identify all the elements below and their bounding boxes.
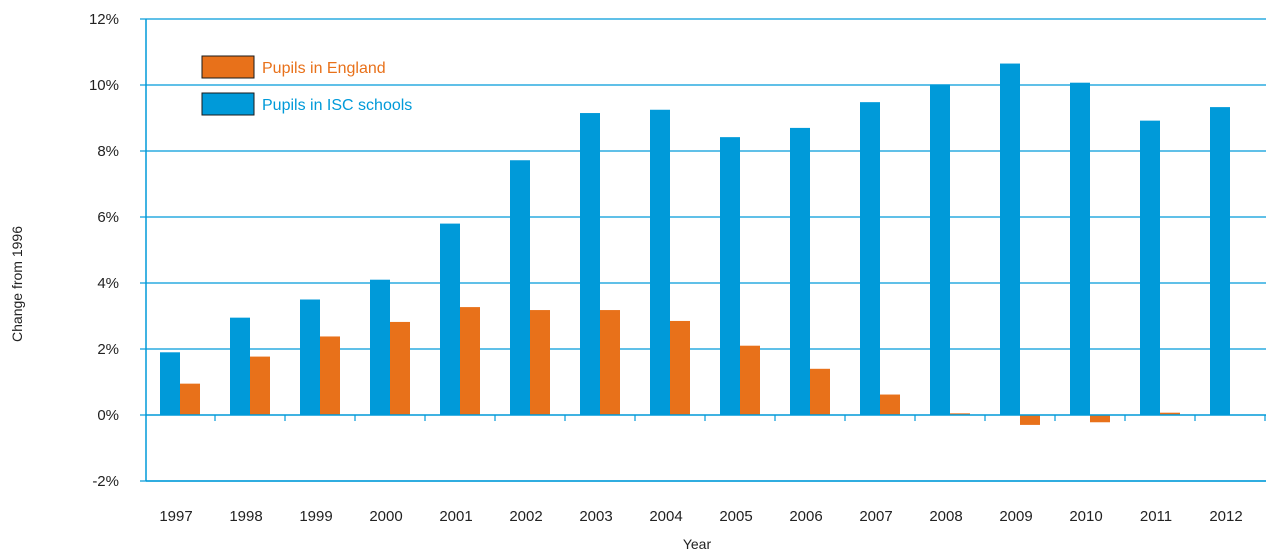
bar-pupils-in-england-2006 [810,368,830,415]
x-tick-label-2012: 2012 [1209,508,1242,525]
bar-pupils-in-england-1999 [320,336,340,415]
x-tick-label-2010: 2010 [1069,508,1102,525]
x-tick-label-2000: 2000 [369,508,402,525]
bar-pupils-in-england-1998 [250,356,270,415]
x-tick-label-2003: 2003 [579,508,612,525]
bar-pupils-in-england-2011 [1160,412,1180,415]
y-tick-labels: -2% 0% 2% 4% 6% 8% 10% 12% [89,11,146,490]
x-tick-label-2008: 2008 [929,508,962,525]
x-tick-label-2011: 2011 [1140,508,1172,525]
bar-pupils-in-isc-schools-2001 [440,223,460,415]
x-tick-label-2001: 2001 [439,508,472,525]
y-tick-label: -2% [92,473,119,490]
bar-pupils-in-isc-schools-1999 [300,299,320,415]
y-axis-title: Change from 1996 [9,226,25,342]
y-tick-label: 6% [97,209,119,226]
bar-pupils-in-isc-schools-2004 [650,109,670,415]
y-tick-label: 8% [97,143,119,160]
legend-label-pupils-in-isc-schools: Pupils in ISC schools [262,97,412,114]
bar-pupils-in-england-2009 [1020,415,1040,425]
bar-pupils-in-england-1997 [180,383,200,415]
bar-pupils-in-isc-schools-1997 [160,352,180,415]
legend: Pupils in England Pupils in ISC schools [201,55,412,116]
y-tick-label: 0% [97,407,119,424]
y-tick-label: 10% [89,77,119,94]
bar-pupils-in-isc-schools-2006 [790,127,810,416]
bar-pupils-in-england-2002 [530,310,550,415]
x-tick-label-2002: 2002 [509,508,542,525]
bar-pupils-in-isc-schools-2009 [1000,63,1020,416]
x-tick-label-2005: 2005 [719,508,752,525]
x-tick-label-2007: 2007 [859,508,892,525]
bar-pupils-in-isc-schools-2007 [860,102,880,415]
x-tick-labels: 1997 1998 1999 2000 2001 2002 2003 2004 2005 2006… [159,508,1242,525]
legend-swatch-pupils-in-england [201,55,255,79]
bar-pupils-in-isc-schools-1998 [230,317,250,415]
bar-pupils-in-england-2000 [390,321,410,415]
x-tick-label-2009: 2009 [999,508,1032,525]
bar-pupils-in-isc-schools-2010 [1070,82,1090,415]
bar-pupils-in-isc-schools-2005 [720,137,740,415]
bar-pupils-in-isc-schools-2000 [370,279,390,415]
x-axis-title: Year [683,536,712,552]
y-tick-label: 4% [97,275,119,292]
x-tick-label-1998: 1998 [229,508,262,525]
bar-pupils-in-isc-schools-2012 [1210,107,1230,416]
bars [160,63,1230,425]
legend-label-pupils-in-england: Pupils in England [262,60,386,77]
x-tick-label-2006: 2006 [789,508,822,525]
x-tick-label-2004: 2004 [649,508,682,525]
bar-pupils-in-england-2005 [740,345,760,415]
y-tick-label: 2% [97,341,119,358]
x-tick-label-1997: 1997 [159,508,192,525]
bar-pupils-in-england-2007 [880,394,900,415]
axes [145,19,1266,482]
bar-pupils-in-england-2004 [670,320,690,415]
bar-pupils-in-isc-schools-2008 [930,84,950,415]
y-tick-label: 12% [89,11,119,28]
bar-pupils-in-england-2010 [1090,415,1110,423]
x-tick-label-1999: 1999 [299,508,332,525]
bar-pupils-in-england-2001 [460,307,480,415]
bar-pupils-in-isc-schools-2011 [1140,120,1160,415]
bar-pupils-in-england-2003 [600,310,620,415]
bar-pupils-in-isc-schools-2002 [510,160,530,415]
bar-pupils-in-england-2008 [950,413,970,415]
bar-pupils-in-isc-schools-2003 [580,113,600,416]
legend-swatch-pupils-in-isc-schools [201,92,255,116]
